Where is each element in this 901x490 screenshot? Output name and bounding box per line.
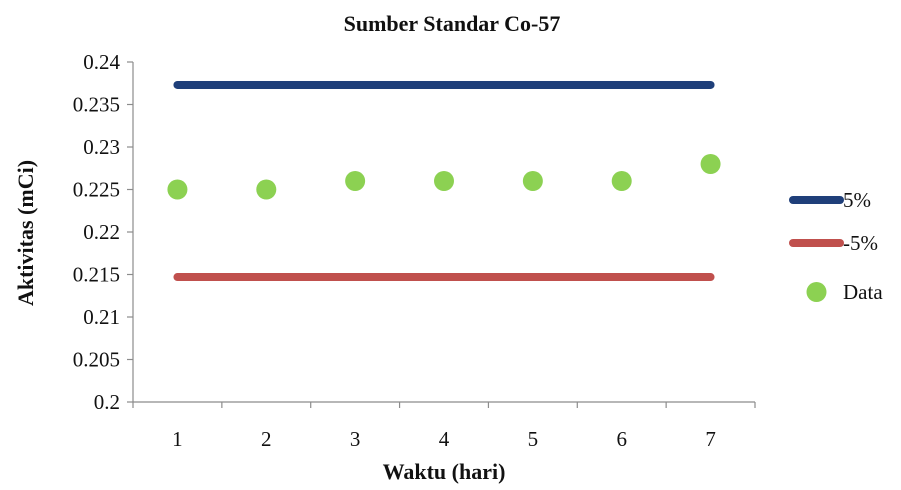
x-axis: 1 2 3 4 5 6 7 bbox=[132, 401, 756, 451]
y-axis: 0.24 0.235 0.23 0.225 0.22 0.215 0.21 0.205 0.2 bbox=[73, 50, 134, 414]
legend-label-data: Data bbox=[843, 280, 883, 304]
y-tick-label: 0.23 bbox=[83, 135, 120, 159]
x-tick-label: 3 bbox=[350, 427, 361, 451]
plot-series bbox=[167, 80, 721, 282]
data-point bbox=[345, 171, 366, 191]
x-axis-title: Waktu (hari) bbox=[383, 459, 506, 484]
y-tick-label: 0.24 bbox=[83, 50, 120, 74]
legend: 5% -5% Data bbox=[789, 188, 883, 304]
data-point bbox=[522, 171, 543, 191]
x-tick-label: 6 bbox=[616, 427, 627, 451]
x-tick-label: 4 bbox=[439, 427, 450, 451]
legend-label-minus-5-percent: -5% bbox=[843, 231, 878, 255]
x-tick-label: 1 bbox=[172, 427, 183, 451]
y-tick-label: 0.235 bbox=[73, 93, 120, 117]
y-tick-label: 0.21 bbox=[83, 305, 120, 329]
data-point bbox=[700, 154, 721, 174]
x-tick-label: 2 bbox=[261, 427, 272, 451]
data-point bbox=[167, 179, 188, 200]
data-point bbox=[256, 179, 277, 200]
data-point bbox=[611, 171, 632, 191]
chart-title: Sumber Standar Co-57 bbox=[344, 11, 561, 36]
y-axis-title: Aktivitas (mCi) bbox=[13, 160, 38, 306]
y-tick-label: 0.225 bbox=[73, 178, 120, 202]
y-tick-label: 0.215 bbox=[73, 263, 120, 287]
y-tick-label: 0.22 bbox=[83, 220, 120, 244]
y-tick-label: 0.2 bbox=[94, 390, 120, 414]
legend-swatch-data bbox=[806, 282, 827, 302]
legend-label-5-percent: 5% bbox=[843, 188, 871, 212]
y-tick-label: 0.205 bbox=[73, 348, 120, 372]
x-tick-label: 7 bbox=[705, 427, 716, 451]
data-point bbox=[434, 171, 454, 191]
x-tick-label: 5 bbox=[528, 427, 539, 451]
